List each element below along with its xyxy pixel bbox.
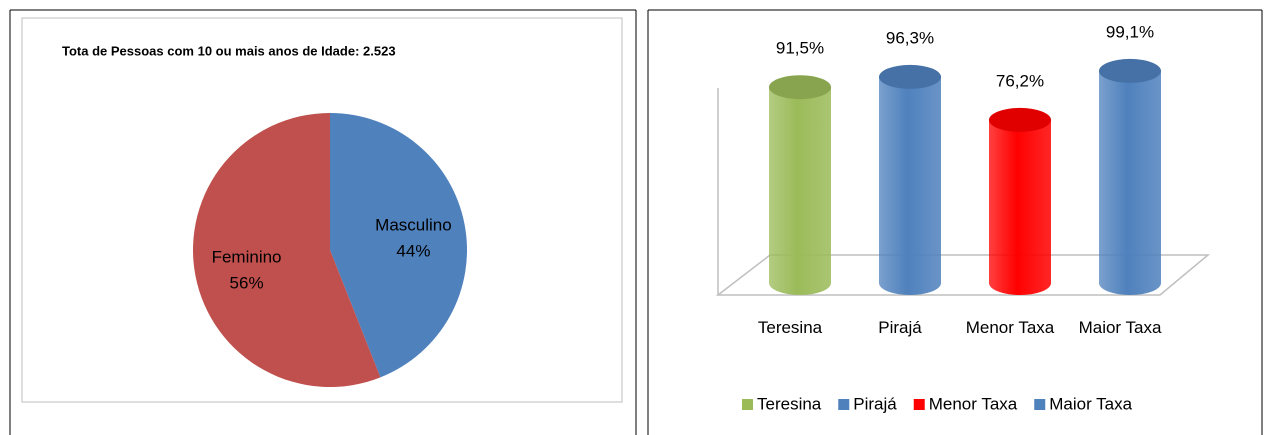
- legend-label: Menor Taxa: [929, 394, 1018, 413]
- cylinder-body: [769, 87, 831, 295]
- slice-label: Feminino: [212, 247, 282, 266]
- cylinder: [769, 75, 831, 295]
- cylinder: [879, 64, 941, 295]
- legend-swatch: [742, 399, 753, 410]
- cylinder-body: [989, 119, 1051, 295]
- chart-title: Tota de Pessoas com 10 ou mais anos de I…: [62, 43, 396, 58]
- x-tick-label: Pirajá: [878, 318, 922, 337]
- legend-swatch: [1034, 399, 1046, 410]
- cylinder-top-shade: [1099, 58, 1161, 83]
- legend-label: Teresina: [757, 394, 822, 413]
- legend-label: Maior Taxa: [1049, 394, 1132, 413]
- value-label: 99,1%: [1106, 22, 1154, 41]
- slice-value: 56%: [230, 273, 264, 292]
- chart-frame: [21, 17, 623, 403]
- cylinder-top-shade: [879, 64, 941, 89]
- pie-slice: [193, 113, 381, 388]
- cylinder-body: [1099, 70, 1161, 296]
- cylinder-body: [879, 76, 941, 295]
- legend-swatch: [838, 399, 850, 410]
- value-label: 91,5%: [776, 39, 824, 58]
- cylinder: [1099, 58, 1161, 296]
- value-label: 76,2%: [996, 71, 1044, 90]
- cylinder: [989, 107, 1051, 295]
- x-tick-label: Menor Taxa: [965, 318, 1055, 337]
- cylinder-top: [769, 75, 831, 100]
- cylinder-top: [1099, 58, 1161, 83]
- x-tick-label: Maior Taxa: [1078, 318, 1162, 337]
- legend-swatch: [913, 399, 925, 410]
- slice-label: Masculino: [375, 216, 452, 235]
- pie-slice: [330, 113, 467, 378]
- cylinder-top: [989, 107, 1051, 132]
- x-tick-label: Teresina: [757, 318, 823, 337]
- cylinder-top-shade: [989, 107, 1051, 132]
- slice-value: 44%: [396, 242, 430, 261]
- value-label: 96,3%: [886, 28, 934, 47]
- cylinder-top: [879, 64, 941, 89]
- table-borders: [9, 9, 1263, 435]
- legend-label: Pirajá: [853, 394, 897, 413]
- cylinder-top-shade: [769, 75, 831, 100]
- floor: [715, 88, 1211, 296]
